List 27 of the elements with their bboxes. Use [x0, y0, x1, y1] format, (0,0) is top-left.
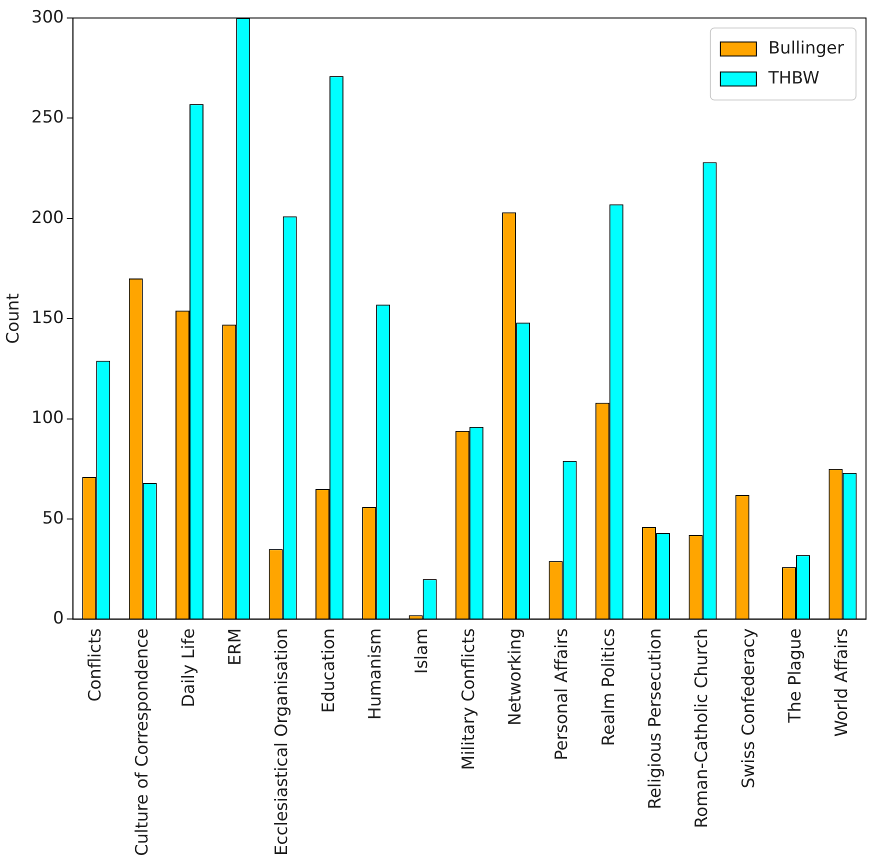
y-tick-label: 50	[42, 508, 64, 528]
y-tick-label: 300	[31, 7, 64, 28]
x-tick-label: Personal Affairs	[552, 628, 572, 760]
x-tick-label: Humanism	[366, 628, 386, 720]
x-tick-label: Realm Politics	[598, 628, 619, 746]
x-tick-label: Roman-Catholic Church	[692, 628, 712, 828]
x-tick-label: Islam	[412, 628, 432, 674]
x-tick-label: Religious Persecution	[645, 628, 666, 810]
x-tick-label: Conflicts	[86, 628, 106, 702]
y-tick-label: 0	[53, 608, 64, 629]
y-tick-label: 100	[31, 408, 64, 428]
x-tick-label: Swiss Confederacy	[738, 628, 759, 788]
x-tick-label: Daily Life	[178, 628, 199, 708]
x-tick-label: Education	[318, 628, 339, 713]
y-tick-label: 150	[31, 308, 64, 328]
x-tick-label: Networking	[506, 628, 526, 726]
y-tick-label: 200	[31, 208, 64, 228]
x-tick-label: The Plague	[785, 628, 806, 724]
x-tick-label: Culture of Correspondence	[132, 628, 152, 856]
y-axis-title: Count	[4, 293, 24, 344]
x-tick-label: Ecclesiastical Organisation	[272, 628, 292, 856]
x-tick-label: World Affairs	[832, 628, 852, 737]
x-tick-label: Military Conflicts	[458, 628, 479, 770]
legend-label: Bullinger	[768, 38, 844, 58]
x-tick-label: ERM	[226, 628, 246, 666]
y-tick-label: 250	[31, 108, 64, 128]
legend-label: THBW	[767, 68, 820, 88]
